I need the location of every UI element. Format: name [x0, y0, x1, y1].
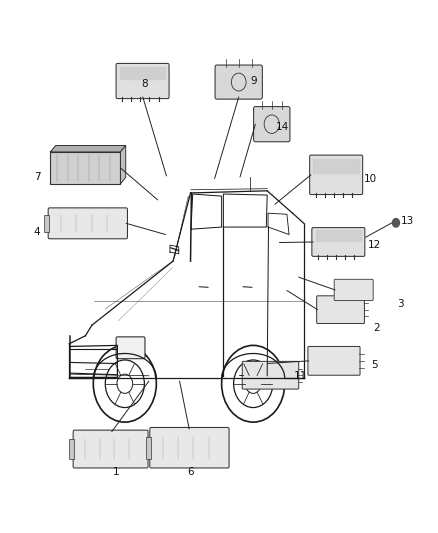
- FancyBboxPatch shape: [317, 296, 364, 324]
- Text: 4: 4: [33, 227, 40, 237]
- Text: 9: 9: [251, 76, 258, 86]
- FancyBboxPatch shape: [116, 63, 169, 99]
- FancyBboxPatch shape: [150, 427, 229, 468]
- Text: 8: 8: [141, 79, 148, 89]
- Polygon shape: [50, 146, 126, 152]
- Text: 13: 13: [401, 216, 414, 226]
- FancyBboxPatch shape: [334, 279, 373, 301]
- FancyBboxPatch shape: [48, 208, 127, 239]
- Text: 3: 3: [397, 299, 404, 309]
- Bar: [44, 215, 49, 232]
- FancyBboxPatch shape: [116, 337, 145, 359]
- FancyBboxPatch shape: [310, 155, 363, 195]
- Text: 11: 11: [293, 371, 307, 381]
- Text: 10: 10: [364, 174, 377, 183]
- Text: 14: 14: [276, 122, 289, 132]
- Polygon shape: [120, 146, 126, 184]
- Bar: [146, 437, 151, 459]
- Text: 7: 7: [34, 172, 41, 182]
- FancyBboxPatch shape: [254, 107, 290, 142]
- Text: 5: 5: [371, 360, 378, 370]
- Text: 2: 2: [373, 323, 380, 333]
- FancyBboxPatch shape: [50, 152, 120, 184]
- Text: 12: 12: [368, 240, 381, 250]
- Text: 6: 6: [187, 467, 194, 477]
- Bar: [69, 439, 74, 459]
- FancyBboxPatch shape: [312, 228, 365, 256]
- FancyBboxPatch shape: [73, 430, 148, 468]
- FancyBboxPatch shape: [215, 65, 262, 99]
- Text: 1: 1: [113, 467, 120, 477]
- FancyBboxPatch shape: [242, 361, 299, 389]
- Circle shape: [392, 219, 399, 227]
- FancyBboxPatch shape: [308, 346, 360, 375]
